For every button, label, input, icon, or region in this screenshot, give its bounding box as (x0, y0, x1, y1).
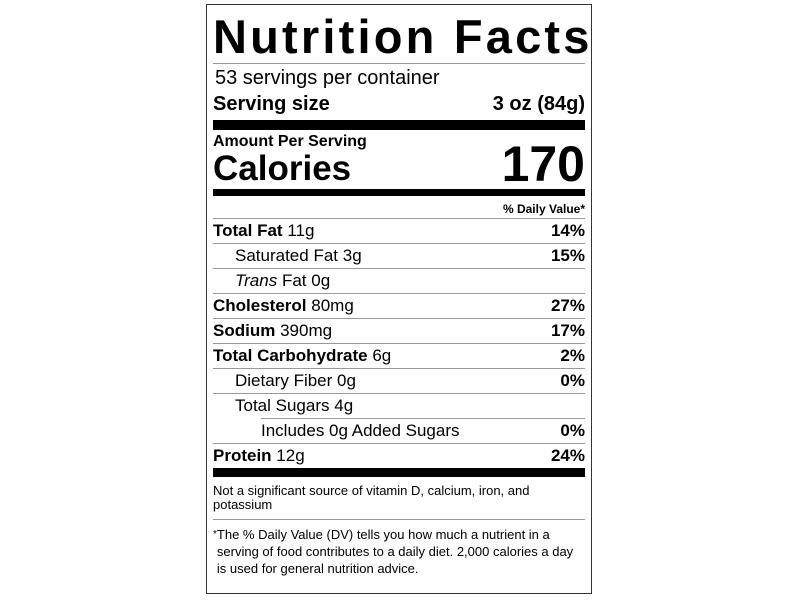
nutrient-name: Fat (281, 271, 307, 290)
nutrient-name: Sodium (213, 321, 276, 340)
nutrient-amount: 80mg (311, 296, 354, 315)
nutrient-row-sodium: Sodium 390mg 17% (213, 318, 585, 343)
nutrient-amount: 0g (311, 271, 331, 290)
footnote-text: The % Daily Value (DV) tells you how muc… (216, 527, 574, 576)
nutrient-name: Total Fat (213, 221, 283, 240)
nutrient-amount: 0g (337, 371, 356, 390)
nutrient-dv: 24% (550, 446, 585, 465)
nutrient-row-added-sugars: Includes 0g Added Sugars 0% (213, 419, 585, 443)
footnote: * The % Daily Value (DV) tells you how m… (213, 520, 585, 577)
nutrient-row-dietary-fiber: Dietary Fiber 0g 0% (213, 368, 585, 393)
nutrient-name: Protein (213, 446, 272, 465)
label-title: Nutrition Facts (213, 10, 593, 63)
amount-per-serving: Amount Per Serving (213, 133, 367, 150)
nutrient-dv: 2% (560, 346, 585, 365)
serving-size-value: 3 oz (84g) (492, 93, 585, 115)
calories-label: Calories (213, 149, 352, 188)
servings-per-container: 53 servings per container (215, 67, 440, 89)
nutrient-dv: 0% (560, 371, 585, 390)
calories-row: Calories 170 (213, 139, 585, 189)
nutrient-dv: 0% (560, 421, 585, 440)
thick-divider (213, 468, 585, 477)
nutrient-amount: 390mg (280, 321, 333, 340)
nutrient-amount: 11g (287, 221, 315, 240)
nutrient-row-total-sugars: Total Sugars 4g (213, 393, 585, 418)
nutrient-dv: 15% (550, 246, 585, 265)
serving-size-label: Serving size (213, 93, 330, 115)
nutrient-row-total-fat: Total Fat 11g 14% (213, 218, 585, 243)
serving-size: Serving size 3 oz (84g) (213, 92, 585, 120)
nutrient-row-cholesterol: Cholesterol 80mg 27% (213, 293, 585, 318)
nutrient-amount: 3g (342, 246, 362, 265)
thick-divider (213, 120, 585, 130)
nutrient-name: Total Sugars (235, 396, 330, 415)
nutrient-amount: 6g (372, 346, 392, 365)
divider (261, 418, 585, 419)
nutrient-amount: 12g (276, 446, 305, 465)
nutrient-name-italic: Trans (235, 271, 278, 290)
nutrient-name: Dietary Fiber (235, 371, 333, 390)
medium-divider (213, 189, 585, 196)
not-significant-note: Not a significant source of vitamin D, c… (213, 483, 530, 512)
nutrient-row-protein: Protein 12g 24% (213, 443, 585, 468)
daily-value-header: % Daily Value* (502, 202, 585, 216)
nutrient-row-trans-fat: Trans Fat 0g (213, 268, 585, 293)
nutrient-row-total-carbohydrate: Total Carbohydrate 6g 2% (213, 343, 585, 368)
nutrient-name: Cholesterol (213, 296, 307, 315)
nutrient-name: Total Carbohydrate (213, 346, 368, 365)
calories-value: 170 (501, 136, 585, 192)
nutrient-row-saturated-fat: Saturated Fat 3g 15% (213, 243, 585, 268)
footnote-mark: * (213, 529, 217, 540)
nutrient-name: Saturated Fat (235, 246, 339, 265)
nutrient-dv: 27% (550, 296, 585, 315)
divider (213, 63, 585, 64)
nutrient-name: Includes 0g Added Sugars (261, 421, 460, 440)
nutrient-dv: 14% (550, 221, 585, 240)
nutrient-dv: 17% (550, 321, 585, 340)
divider (213, 519, 585, 520)
nutrient-amount: 4g (334, 396, 354, 415)
nutrition-facts-label: Nutrition Facts 53 servings per containe… (206, 4, 592, 594)
